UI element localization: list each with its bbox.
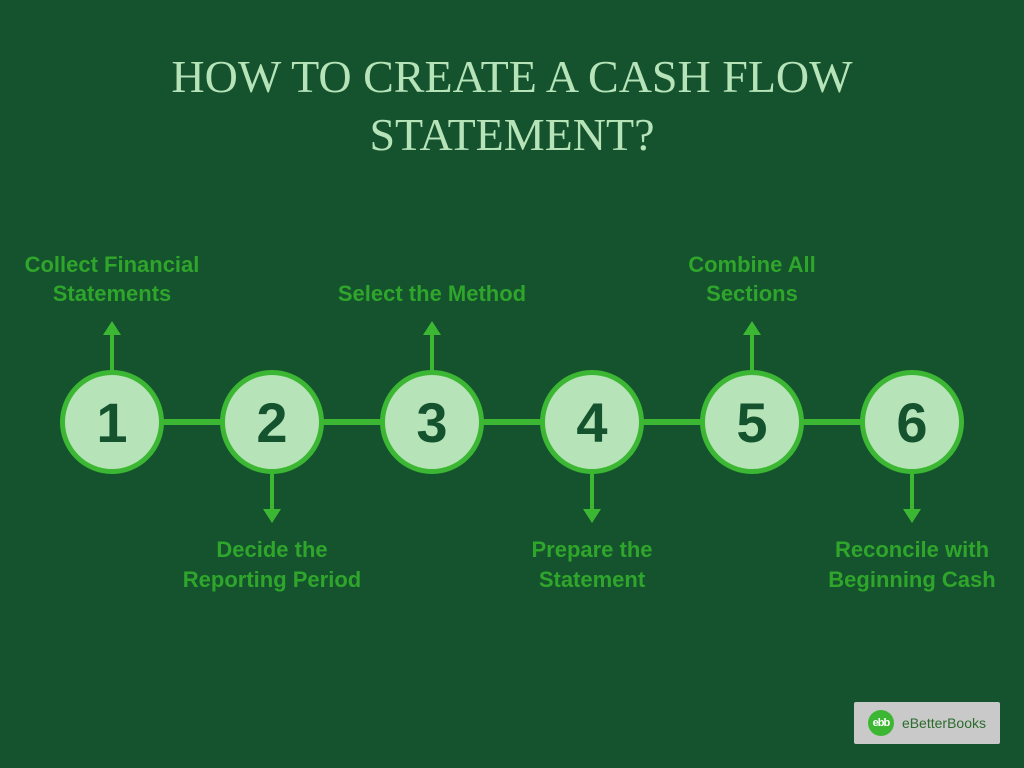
step-node-5: 5Combine All Sections [700,370,804,474]
arrow-down-icon [270,469,274,511]
step-label: Select the Method [332,279,532,309]
brand-badge: ebb eBetterBooks [854,702,1000,744]
infographic-canvas: HOW TO CREATE A CASH FLOW STATEMENT? 1Co… [0,0,1024,768]
step-node-3: 3Select the Method [380,370,484,474]
step-node-1: 1Collect Financial Statements [60,370,164,474]
step-node-2: 2Decide the Reporting Period [220,370,324,474]
step-label: Collect Financial Statements [12,250,212,309]
arrow-up-icon [750,333,754,375]
step-label: Reconcile with Beginning Cash [812,535,1012,594]
step-label: Combine All Sections [652,250,852,309]
page-title: HOW TO CREATE A CASH FLOW STATEMENT? [0,0,1024,163]
brand-text: eBetterBooks [902,715,986,731]
step-node-6: 6Reconcile with Beginning Cash [860,370,964,474]
step-number: 1 [96,390,127,455]
step-number: 6 [896,390,927,455]
step-number: 2 [256,390,287,455]
steps-row: 1Collect Financial Statements 2Decide the… [0,370,1024,474]
step-number: 4 [576,390,607,455]
step-label: Prepare the Statement [492,535,692,594]
brand-icon: ebb [868,710,894,736]
step-label: Decide the Reporting Period [172,535,372,594]
nodes-container: 1Collect Financial Statements 2Decide the… [0,370,1024,474]
arrow-up-icon [430,333,434,375]
step-node-4: 4Prepare the Statement [540,370,644,474]
arrow-down-icon [590,469,594,511]
arrow-up-icon [110,333,114,375]
step-number: 3 [416,390,447,455]
step-number: 5 [736,390,767,455]
arrow-down-icon [910,469,914,511]
